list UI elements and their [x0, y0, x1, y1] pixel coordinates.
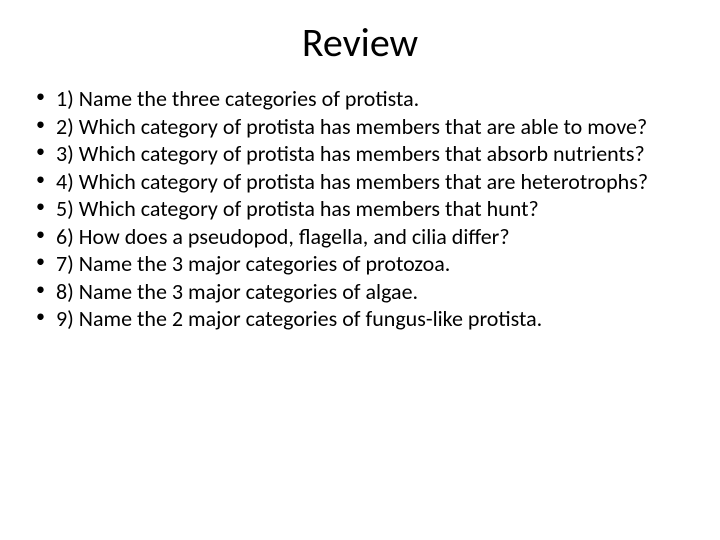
list-item: 7) Name the 3 major categories of protoz…: [32, 250, 692, 278]
slide-title: Review: [28, 18, 692, 67]
list-item: 2) Which category of protista has member…: [32, 113, 692, 141]
bullet-list: 1) Name the three categories of protista…: [32, 85, 692, 333]
list-item: 6) How does a pseudopod, flagella, and c…: [32, 223, 692, 251]
slide-container: Review 1) Name the three categories of p…: [0, 0, 720, 540]
list-item: 1) Name the three categories of protista…: [32, 85, 692, 113]
list-item: 5) Which category of protista has member…: [32, 195, 692, 223]
list-item: 9) Name the 2 major categories of fungus…: [32, 305, 692, 333]
list-item: 3) Which category of protista has member…: [32, 140, 692, 168]
slide-body: 1) Name the three categories of protista…: [28, 85, 692, 333]
list-item: 8) Name the 3 major categories of algae.: [32, 278, 692, 306]
list-item: 4) Which category of protista has member…: [32, 168, 692, 196]
